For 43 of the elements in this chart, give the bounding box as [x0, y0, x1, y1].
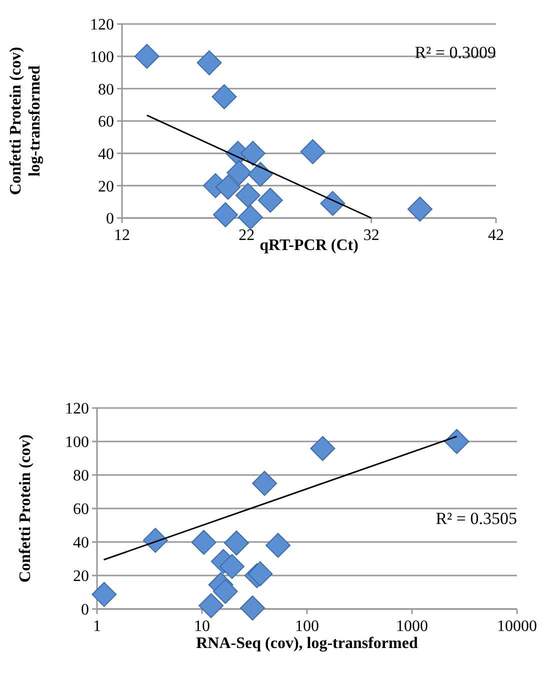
point: [226, 160, 252, 186]
y-tick-label: 20: [98, 178, 114, 196]
annotation: R² = 0.3505: [436, 509, 517, 528]
x-tick-label: 22: [238, 227, 255, 244]
point: [212, 84, 237, 110]
x-tick-label: 32: [363, 227, 380, 244]
y-tick-label: 0: [106, 210, 114, 228]
point: [258, 188, 283, 213]
y-tick-label: 120: [90, 16, 114, 34]
x-axis-title: RNA-Seq (cov), log-transformed: [196, 635, 418, 652]
x-tick-label: 12: [114, 227, 130, 244]
point: [240, 140, 266, 166]
point: [196, 50, 222, 76]
point: [134, 44, 160, 69]
point: [215, 174, 240, 200]
x-tick-label: 10000: [497, 618, 537, 635]
y-tick-label: 40: [73, 534, 89, 552]
y-tick-label: 20: [73, 568, 89, 586]
point: [320, 190, 346, 216]
y-axis-title: Confetti Protein (cov): [17, 434, 34, 583]
y-tick-label: 80: [73, 468, 89, 485]
point: [212, 202, 238, 228]
annotation: R² = 0.3009: [414, 43, 496, 62]
y-tick-label: 100: [90, 48, 114, 66]
y-axis-title: Confetti Protein (cov) log-transformed: [8, 46, 44, 196]
point: [300, 139, 326, 164]
point: [235, 182, 260, 208]
y-tick-label: 120: [65, 400, 89, 418]
x-tick-label: 10: [194, 618, 210, 635]
x-axis-title: qRT-PCR (Ct): [260, 237, 358, 254]
y-tick-label: 100: [65, 434, 89, 452]
point: [238, 204, 263, 230]
y-tick-label: 0: [81, 602, 89, 619]
x-tick-label: 42: [488, 227, 504, 244]
point: [248, 162, 273, 187]
y-tick-label: 80: [98, 81, 114, 98]
x-tick-label: 100: [295, 618, 319, 635]
y-tick-label: 40: [98, 146, 114, 163]
x-tick-label: 1: [93, 618, 101, 635]
y-tick-label: 60: [98, 114, 114, 131]
y-tick-label: 60: [73, 501, 89, 518]
x-tick-label: 1000: [396, 618, 428, 635]
point: [407, 196, 432, 222]
